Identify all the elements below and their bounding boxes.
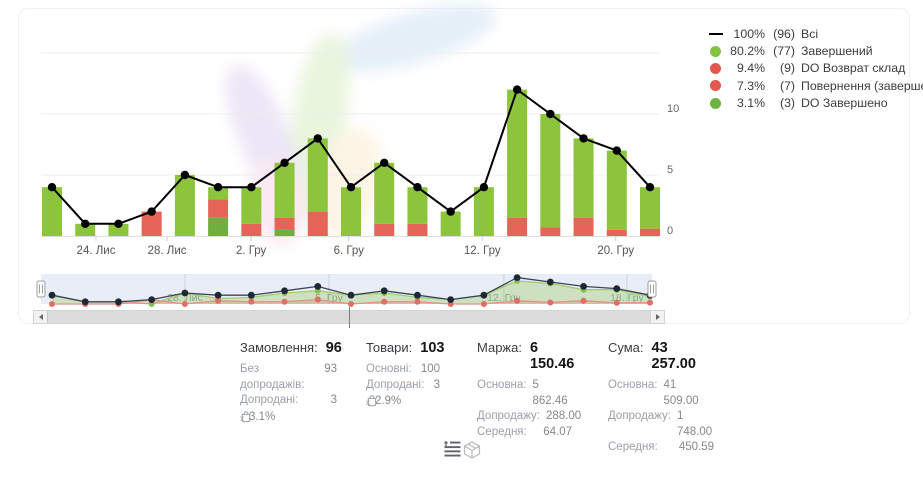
stat-column-products: Товари: 103 Основні: 100 Допродані: 3 x 2.… [366, 340, 444, 407]
stat-column-sum: Сума: 43 257.00 Основна: 41 509.00 Допрод… [608, 340, 714, 456]
legend-percent: 3.1% [736, 96, 765, 111]
legend-percent: 9.4% [736, 61, 765, 76]
legend-label: DO Возврат склад [801, 61, 906, 76]
stat-row-label: Допродажу: [477, 410, 540, 422]
svg-text:2. Гру: 2. Гру [236, 245, 267, 257]
stat-row-label: Основна: [608, 379, 658, 391]
orders-stacked-column-chart[interactable]: 0 5 10 24. Лис 28. Лис 2. Гру 6. Гру 12. Гру 20.… [41, 19, 701, 269]
dot-marker-icon [709, 45, 724, 57]
stat-row-label: Допродажу: [608, 410, 671, 422]
stat-column-orders: Замовлення: 96 Без допродажів: 93 Допрода… [240, 340, 342, 423]
dot-marker-icon [709, 97, 724, 109]
stat-value: 6 150.46 [529, 340, 575, 372]
svg-text:6. Гру: 6. Гру [334, 245, 365, 257]
legend-label: DO Завершено [801, 96, 888, 111]
legend-item-all[interactable]: 100% (96) Всі [709, 25, 923, 42]
orders-list-icon [444, 440, 461, 457]
scroll-left-button[interactable] [34, 311, 48, 323]
svg-text:12. Гру: 12. Гру [464, 245, 501, 257]
stat-row-value: 41 509.00 [663, 379, 699, 407]
legend-count: (96) [773, 26, 795, 41]
grip-icon [348, 306, 350, 328]
stat-row-label: Допродані: [240, 394, 299, 406]
svg-text:5. Гру: 5. Гру [315, 292, 343, 304]
dot-marker-icon [709, 80, 724, 92]
chart-legend: 100% (96) Всі 80.2% (77) Завершений 9.4%… [709, 25, 923, 112]
stat-column-margin: Маржа: 6 150.46 Основна: 5 862.46 Допрода… [477, 340, 581, 440]
stat-value: 103 [420, 340, 445, 356]
legend-label: Всі [801, 26, 819, 41]
legend-item-do-completed[interactable]: 3.1% (3) DO Завершено [709, 95, 923, 112]
scrollbar-thumb[interactable] [47, 306, 651, 328]
stat-row-label: Без допродажів: [240, 363, 305, 391]
legend-percent: 80.2% [730, 44, 765, 59]
stat-row-value: 100 [420, 363, 440, 375]
legend-count: (9) [779, 61, 795, 76]
stat-value: 43 257.00 [651, 340, 696, 372]
stat-row-value: 450.59 [678, 441, 714, 453]
legend-count: (3) [779, 96, 795, 111]
legend-item-return-completed[interactable]: 7.3% (7) Повернення (завершений) [709, 77, 923, 94]
stat-row-label: Середня: [608, 441, 658, 453]
legend-percent: 7.3% [736, 78, 765, 93]
stat-row-label: Допродані: [366, 378, 425, 391]
stat-value: 96 [325, 340, 342, 356]
svg-text:10: 10 [667, 103, 679, 115]
stat-row-value: 1 748.00 [676, 410, 713, 438]
arrow-left-icon [38, 314, 43, 320]
orders-list-view-button[interactable] [441, 438, 461, 457]
upsell-bag-icon [367, 395, 377, 407]
svg-text:24. Лис: 24. Лис [77, 245, 116, 257]
stat-row-value: 288.00 [545, 410, 582, 422]
legend-count: (7) [779, 78, 795, 93]
package-box-icon [463, 441, 481, 459]
legend-item-completed[interactable]: 80.2% (77) Завершений [709, 42, 923, 59]
upsell-percent: 2.9% [375, 395, 402, 407]
upsell-percent: 3.1% [249, 410, 276, 423]
svg-text:5: 5 [667, 164, 673, 176]
stat-row-value: 5 862.46 [532, 379, 568, 407]
stat-title: Товари: [366, 340, 413, 355]
legend-percent: 100% [733, 26, 765, 41]
svg-text:28. Лис: 28. Лис [148, 245, 187, 257]
legend-item-do-return[interactable]: 9.4% (9) DO Возврат склад [709, 60, 923, 77]
stat-title: Маржа: [477, 340, 522, 355]
stat-row-label: Основна: [477, 379, 527, 391]
navigator-scrollbar[interactable] [33, 306, 665, 328]
svg-text:0: 0 [667, 225, 673, 237]
view-toggle-group [441, 438, 481, 459]
legend-label: Повернення (завершений) [801, 78, 923, 93]
scroll-right-button[interactable] [650, 311, 664, 323]
stat-title: Сума: [608, 340, 644, 355]
stat-title: Замовлення: [240, 340, 318, 355]
stat-row-label: Основні: [366, 363, 412, 375]
chart-card: 0 5 10 24. Лис 28. Лис 2. Гру 6. Гру 12. Гру 20.… [18, 0, 923, 328]
legend-count: (77) [773, 44, 795, 59]
arrow-right-icon [655, 314, 660, 320]
products-view-button[interactable] [460, 438, 481, 459]
dot-marker-icon [709, 62, 724, 74]
stat-row-value: 3 [433, 378, 440, 391]
stat-row-label: Середня: [477, 425, 527, 438]
stat-row-value: 3 [330, 394, 337, 406]
line-series-marker-icon [709, 28, 724, 39]
legend-label: Завершений [801, 44, 873, 59]
upsell-bag-icon [241, 410, 251, 422]
svg-text:20. Гру: 20. Гру [597, 245, 634, 257]
stat-row-value: 93 [324, 363, 337, 375]
stat-row-value: 64.07 [543, 425, 572, 438]
